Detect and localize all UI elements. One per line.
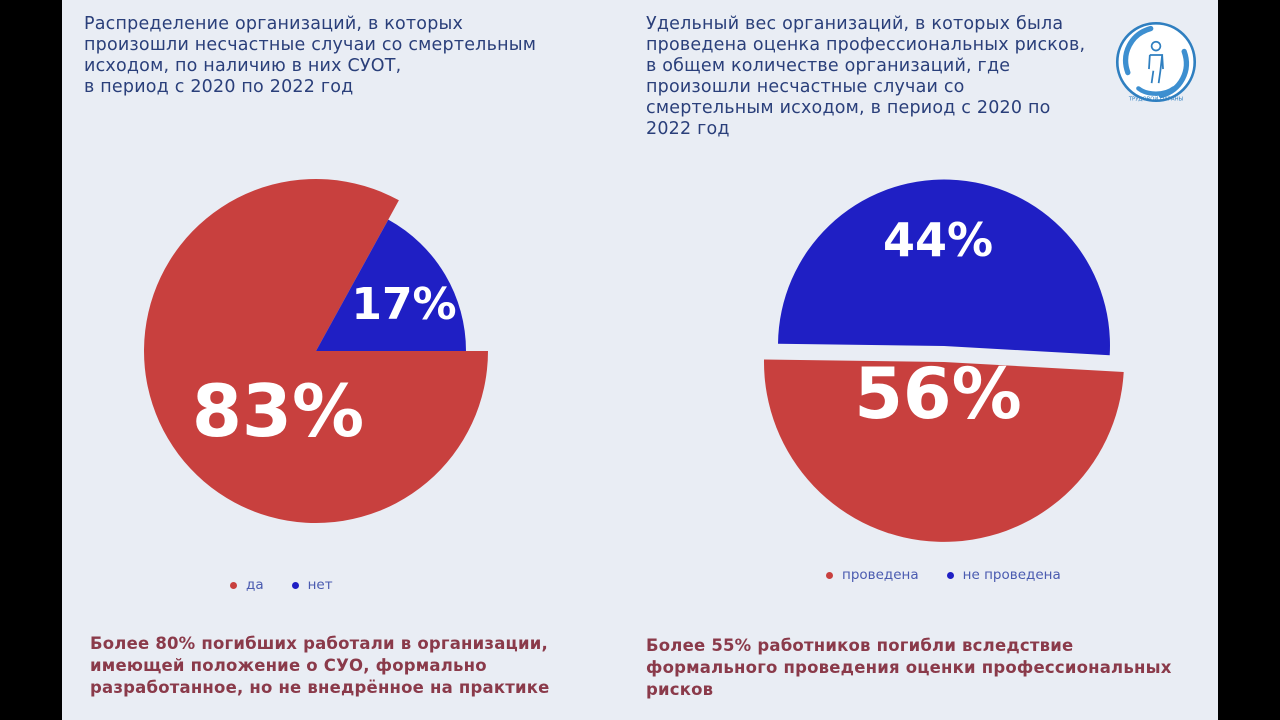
legend-label-provedena: проведена bbox=[842, 567, 919, 583]
pie-slice-da bbox=[144, 179, 488, 524]
slide: Распределение организаций, в которых про… bbox=[62, 0, 1218, 720]
legend-label-ne-provedena: не проведена bbox=[962, 567, 1061, 583]
legend-item-net: нет bbox=[291, 577, 333, 593]
legend-item-da: да bbox=[230, 577, 264, 593]
conclusion-left: Более 80% погибших работали в организаци… bbox=[90, 634, 550, 697]
legend-item-ne-provedena: не проведена bbox=[946, 567, 1061, 583]
pie-slice-provedena bbox=[763, 359, 1124, 542]
pie-slice-net bbox=[316, 219, 466, 351]
legend-dot-provedena bbox=[826, 571, 833, 579]
legend-label-da: да bbox=[246, 577, 264, 593]
worker-protection-logo-icon: ТРУДОВОЙ ОХРАНЫ bbox=[1115, 21, 1197, 103]
legend-dot-ne-provedena bbox=[946, 571, 954, 579]
pie-label-net: 17% bbox=[351, 279, 456, 330]
pie-label-ne-provedena: 44% bbox=[883, 213, 993, 267]
legend-item-provedena: проведена bbox=[826, 567, 919, 583]
pie-label-provedena: 56% bbox=[854, 353, 1022, 435]
legend-label-net: нет bbox=[307, 577, 333, 593]
legend-dot-da bbox=[230, 581, 237, 589]
pie-label-da: 83% bbox=[192, 369, 364, 453]
pie-slice-ne-provedena bbox=[778, 179, 1110, 356]
logo-caption: ТРУДОВОЙ ОХРАНЫ bbox=[1128, 96, 1184, 103]
pie-chart-left: 83% 17% bbox=[144, 179, 488, 524]
legend-dot-net bbox=[291, 581, 299, 589]
legend-right: проведена не проведена bbox=[826, 567, 1061, 583]
chart-title-right: Удельный вес организаций, в которых была… bbox=[646, 14, 1086, 139]
chart-title-left: Распределение организаций, в которых про… bbox=[84, 14, 537, 97]
conclusion-right: Более 55% работников погибли вследствие … bbox=[646, 636, 1172, 699]
pie-chart-right: 44% 56% bbox=[763, 179, 1124, 542]
legend-left: да нет bbox=[230, 577, 333, 593]
